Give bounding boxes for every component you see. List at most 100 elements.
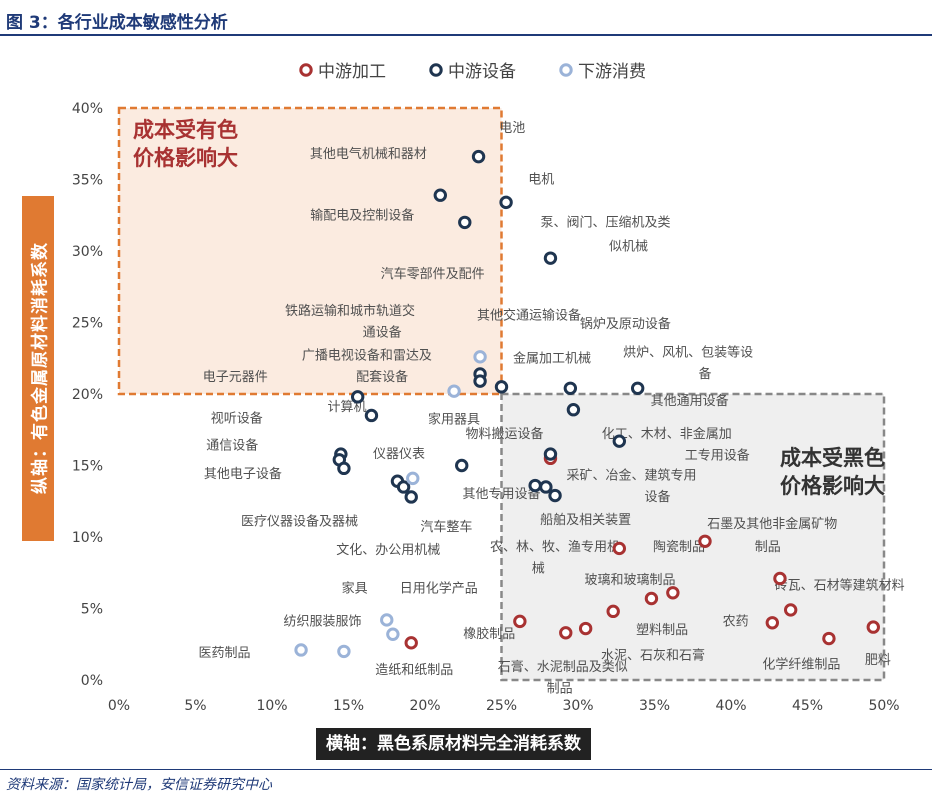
data-point [783, 603, 798, 617]
point-label: 农、林、牧、渔专用机 [490, 540, 620, 555]
data-point [406, 471, 420, 486]
data-point [513, 614, 527, 629]
data-point [404, 636, 418, 650]
point-label: 玻璃和玻璃制品 [585, 573, 676, 588]
legend-marker [559, 63, 573, 77]
point-label: 橡胶制品 [463, 626, 515, 642]
y-tick-label: 35% [72, 173, 103, 189]
point-label: 陶瓷制品 [653, 539, 705, 555]
point-label: 砖瓦、石材等建筑材料 [775, 578, 905, 594]
point-label: 汽车整车 [420, 519, 472, 535]
legend-marker [429, 63, 443, 77]
point-label: 农药 [723, 614, 749, 629]
figure-title: 图 3：各行业成本敏感性分析 [6, 13, 228, 33]
point-label: 制品 [547, 682, 573, 697]
data-point [773, 571, 787, 586]
point-label: 船舶及相关装置 [540, 512, 631, 528]
point-label: 泵、阀门、压缩机及类 [541, 214, 671, 230]
x-tick-label: 50% [868, 698, 899, 714]
data-point [606, 604, 620, 619]
data-point [380, 613, 394, 627]
point-label: 其他电气机械和器材 [310, 146, 427, 162]
point-label: 其他通用设备 [651, 393, 729, 409]
title-rule [0, 34, 932, 36]
point-label: 锅炉及原动设备 [580, 316, 671, 332]
data-point [566, 403, 581, 417]
point-label: 工专用设备 [685, 447, 750, 463]
point-label: 通设备 [363, 325, 402, 341]
point-label: 金属加工机械 [513, 350, 591, 366]
point-label: 计算机 [327, 400, 366, 415]
data-point [612, 541, 627, 556]
data-point [548, 488, 562, 503]
point-label: 采矿、冶金、建筑专用 [567, 468, 697, 484]
data-point [698, 534, 712, 548]
point-label: 电机 [528, 173, 554, 188]
x-tick-label: 25% [486, 698, 517, 714]
point-label: 通信设备 [206, 437, 258, 453]
point-label: 视听设备 [211, 410, 263, 426]
point-label: 配套设备 [356, 369, 408, 385]
y-axis-label: 纵轴：有色金属原材料消耗系数 [30, 242, 51, 494]
data-point [364, 408, 379, 423]
point-label: 医药制品 [199, 646, 251, 661]
data-point [563, 381, 578, 395]
data-point [543, 447, 558, 461]
point-label: 备 [698, 366, 711, 382]
footer-rule [0, 769, 932, 770]
data-point [866, 620, 880, 634]
data-point [612, 434, 627, 448]
data-point [765, 616, 780, 630]
x-tick-label: 10% [256, 698, 287, 714]
data-point [455, 458, 469, 473]
point-label: 广播电视设备和雷达及 [302, 347, 432, 363]
point-label: 烘炉、风机、包装等设 [623, 345, 753, 361]
y-tick-label: 10% [72, 530, 103, 546]
data-point [447, 384, 461, 398]
point-label: 化学纤维制品 [762, 656, 840, 672]
x-tick-label: 0% [108, 698, 130, 714]
point-label: 石墨及其他非金属矿物 [707, 516, 837, 532]
region-label: 价格影响大 [133, 146, 238, 170]
x-tick-label: 40% [715, 698, 746, 714]
point-label: 文化、办公用机械 [336, 543, 440, 558]
data-point [458, 215, 472, 230]
y-tick-label: 25% [72, 316, 103, 332]
data-point [666, 586, 680, 600]
region-label: 成本受有色 [133, 118, 238, 142]
y-tick-label: 20% [72, 387, 103, 403]
point-label: 制品 [755, 540, 781, 555]
data-point [471, 149, 486, 164]
point-label: 似机械 [609, 240, 648, 255]
legend-marker [299, 63, 313, 77]
data-point [822, 631, 836, 646]
point-label: 化工、木材、非金属加 [602, 426, 732, 442]
point-label: 日用化学产品 [400, 580, 478, 596]
x-tick-label: 5% [184, 698, 206, 714]
data-point [499, 195, 513, 210]
legend-entry: 中游设备 [448, 62, 516, 82]
point-label: 造纸和纸制品 [375, 663, 453, 678]
point-label: 设备 [645, 489, 671, 505]
point-label: 输配电及控制设备 [310, 207, 414, 223]
point-label: 物料搬运设备 [466, 426, 544, 442]
scatter-chart: 0% 5% 10% 15% 20% 25% 30% 35% 40% 0% 5% 10% 15% 20% 25… [72, 62, 905, 714]
data-point [294, 643, 308, 657]
x-tick-label: 15% [333, 698, 364, 714]
region-label: 成本受黑色 [780, 446, 885, 470]
point-label: 仪器仪表 [373, 447, 425, 462]
data-point [644, 591, 659, 606]
y-tick-label: 0% [81, 673, 103, 689]
data-point [386, 627, 400, 641]
point-label: 其他专用设备 [462, 486, 540, 502]
y-tick-label: 30% [72, 244, 103, 260]
data-point [578, 621, 593, 636]
y-tick-label: 15% [72, 459, 103, 475]
data-point [433, 188, 447, 202]
point-label: 家具 [342, 580, 368, 596]
data-point [473, 374, 487, 388]
legend-entry: 下游消费 [578, 62, 646, 82]
point-label: 纺织服装服饰 [283, 614, 361, 629]
point-label: 电子元器件 [203, 370, 268, 385]
data-point [528, 478, 542, 493]
